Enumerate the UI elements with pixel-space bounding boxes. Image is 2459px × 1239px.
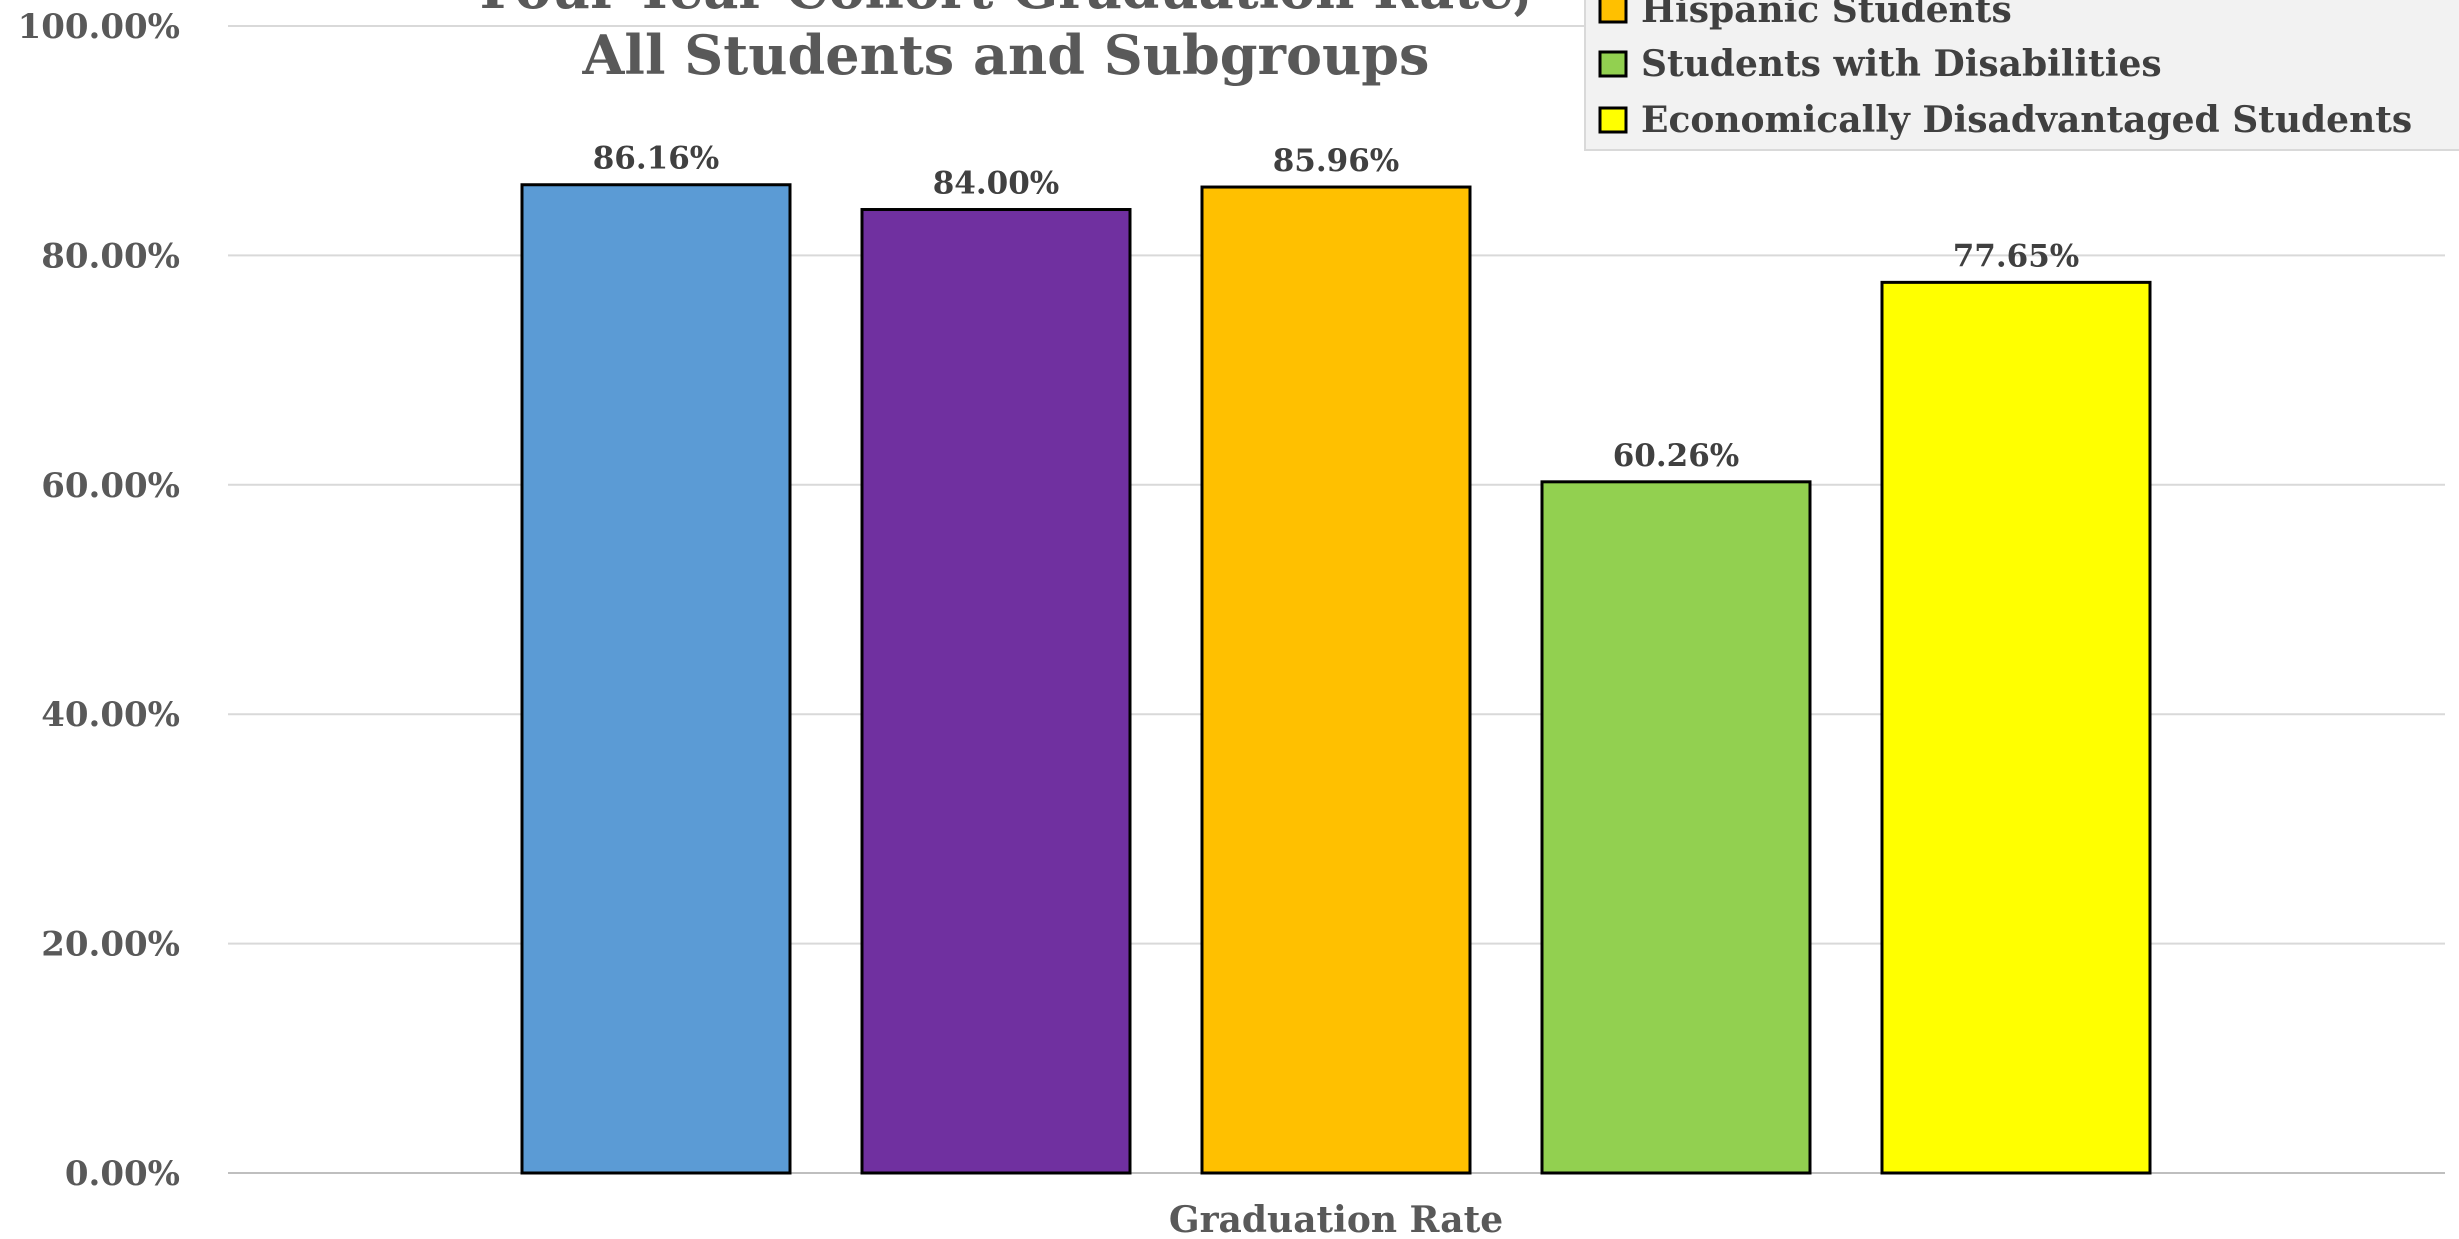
legend-entry: Students with Disabilities [1641, 43, 2162, 85]
legend-box [1584, 0, 2459, 151]
bar [1880, 280, 2152, 1175]
y-tick-label: 0.00% [65, 1154, 180, 1194]
y-tick-label: 100.00% [18, 7, 180, 47]
legend-swatch [1598, 50, 1628, 78]
data-label: 85.96% [1273, 143, 1400, 179]
legend-entry: Economically Disadvantaged Students [1641, 99, 2412, 141]
bar [860, 208, 1132, 1175]
x-axis-label: Graduation Rate [1169, 1199, 1503, 1239]
data-label: 86.16% [593, 141, 720, 177]
y-tick-label: 20.00% [41, 925, 180, 965]
legend-swatch [1598, 106, 1628, 134]
bar [1200, 185, 1472, 1175]
y-tick-label: 80.00% [41, 236, 180, 276]
data-label: 77.65% [1953, 238, 2080, 274]
bar [520, 183, 792, 1175]
y-tick-label: 40.00% [41, 695, 180, 735]
legend-entry: Hispanic Students [1641, 0, 2012, 31]
bar [1540, 480, 1812, 1175]
data-label: 84.00% [933, 166, 1060, 202]
legend-swatch [1598, 0, 1628, 24]
chart-title-line-2: All Students and Subgroups [582, 23, 1430, 87]
data-label: 60.26% [1613, 438, 1740, 474]
chart-title-line-1: Four-Year Cohort Graduation Rate, [480, 0, 1533, 21]
y-tick-label: 60.00% [41, 466, 180, 506]
